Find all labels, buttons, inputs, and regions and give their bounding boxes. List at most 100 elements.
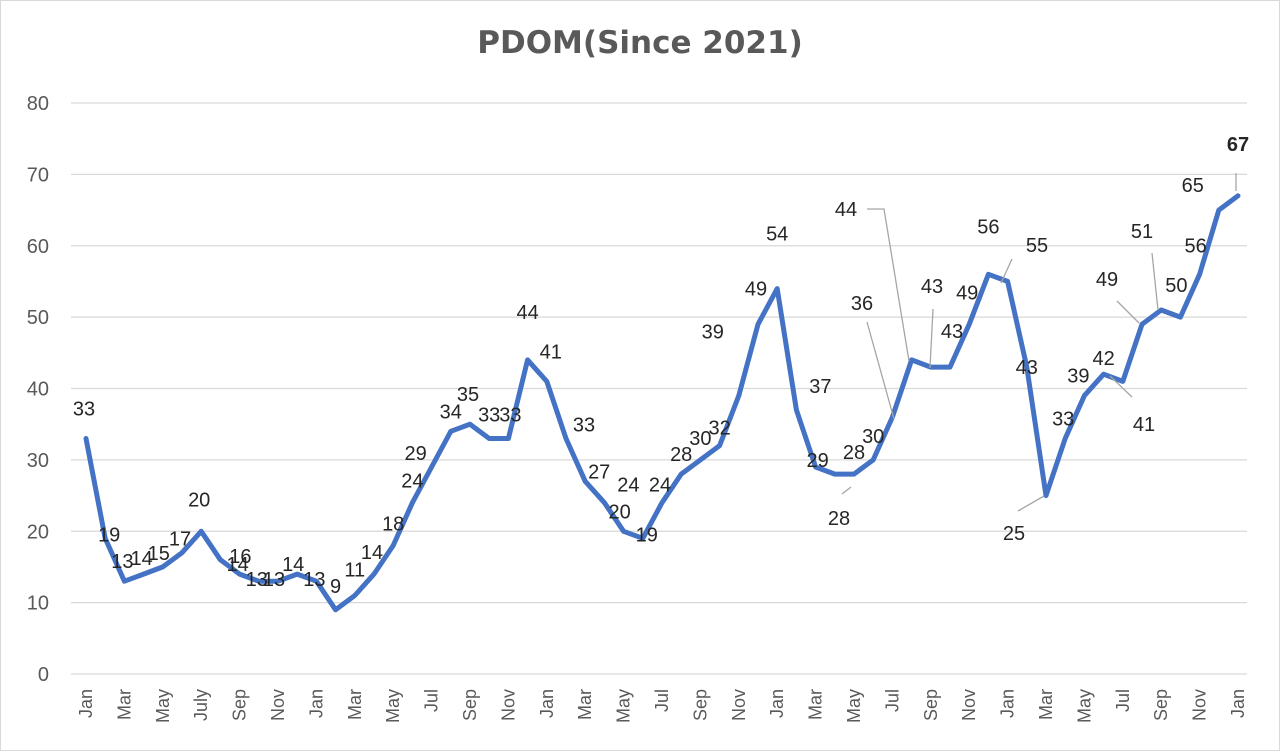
x-tick-label: Mar <box>114 689 134 720</box>
gridlines <box>71 102 1247 675</box>
x-tick-label: Jul <box>1113 689 1133 712</box>
data-label: 30 <box>689 428 711 450</box>
x-tick-label: Nov <box>959 689 979 721</box>
data-label: 43 <box>921 276 943 298</box>
data-label: 14 <box>361 542 383 564</box>
data-label: 33 <box>478 405 500 427</box>
data-label: 32 <box>708 418 730 440</box>
data-label: 25 <box>1003 523 1025 545</box>
y-tick-label: 30 <box>27 450 49 472</box>
x-tick-label: Jan <box>76 689 96 718</box>
x-tick-label: Mar <box>1036 689 1056 720</box>
x-tick-label: Sep <box>921 689 941 721</box>
x-tick-label: May <box>153 689 173 723</box>
x-tick-label: Jul <box>422 689 442 712</box>
data-label: 37 <box>809 376 831 398</box>
data-label: 49 <box>1096 269 1118 291</box>
data-label: 65 <box>1182 175 1204 197</box>
y-tick-label: 20 <box>27 521 49 543</box>
data-label: 14 <box>226 554 248 576</box>
y-tick-label: 70 <box>27 164 49 186</box>
data-label: 41 <box>540 341 562 363</box>
x-tick-label: May <box>614 689 634 723</box>
data-label: 24 <box>649 475 671 497</box>
data-label: 49 <box>956 282 978 304</box>
data-label: 43 <box>941 321 963 343</box>
leader-line <box>1116 300 1140 324</box>
x-tick-label: Sep <box>460 689 480 721</box>
data-label: 67 <box>1227 134 1249 156</box>
data-label: 56 <box>1184 235 1206 257</box>
data-label: 28 <box>828 508 850 530</box>
y-tick-label: 0 <box>38 664 49 686</box>
data-label: 20 <box>608 501 630 523</box>
data-label: 33 <box>573 415 595 437</box>
data-label: 24 <box>617 475 639 497</box>
data-label: 13 <box>111 551 133 573</box>
data-label: 44 <box>516 302 538 324</box>
x-tick-label: Sep <box>1151 689 1171 721</box>
x-tick-label: Nov <box>1190 689 1210 721</box>
x-tick-label: Jan <box>1228 689 1248 718</box>
data-label: 28 <box>670 444 692 466</box>
x-axis-tick-labels: Jan Mar May July Sep Nov Jan Mar May Jul Sep Nov Jan… <box>76 689 1248 723</box>
y-tick-label: 40 <box>27 379 49 401</box>
data-label: 35 <box>457 384 479 406</box>
x-tick-label: July <box>191 689 211 721</box>
data-label: 29 <box>806 450 828 472</box>
data-label: 18 <box>382 514 404 536</box>
x-tick-label: Jan <box>998 689 1018 718</box>
data-label: 43 <box>1016 357 1038 379</box>
x-tick-label: Nov <box>498 689 518 721</box>
series-line-pdom <box>83 193 1241 613</box>
y-tick-label: 10 <box>27 593 49 615</box>
data-label: 33 <box>73 399 95 421</box>
x-tick-label: May <box>1074 689 1094 723</box>
data-label: 11 <box>344 560 365 582</box>
leader-line <box>867 208 910 362</box>
data-label: 42 <box>1092 348 1114 370</box>
x-tick-label: May <box>383 689 403 723</box>
data-label: 51 <box>1131 221 1153 243</box>
data-label: 39 <box>702 322 724 344</box>
data-label: 17 <box>169 529 191 551</box>
data-label: 13 <box>263 569 285 591</box>
x-tick-label: Mar <box>345 689 365 720</box>
data-label: 20 <box>188 489 210 511</box>
x-tick-label: Mar <box>575 689 595 720</box>
leader-line <box>1000 258 1013 284</box>
leader-line <box>866 321 895 420</box>
data-label: 39 <box>1067 366 1089 388</box>
data-label: 14 <box>282 554 304 576</box>
data-label: 29 <box>404 443 426 465</box>
data-label: 27 <box>588 461 610 483</box>
data-label: 28 <box>843 442 865 464</box>
leader-line <box>929 308 934 369</box>
chart-title: PDOM(Since 2021) <box>477 25 803 61</box>
x-tick-label: May <box>844 689 864 723</box>
data-label: 9 <box>330 576 341 598</box>
y-axis-tick-labels: 0 10 20 30 40 50 60 70 80 <box>27 93 49 686</box>
data-label: 36 <box>851 293 873 315</box>
data-label: 54 <box>766 224 788 246</box>
leader-line <box>1017 495 1045 512</box>
data-label: 16 <box>229 546 251 568</box>
leader-line <box>1109 375 1133 398</box>
data-label: 13 <box>246 569 268 591</box>
x-tick-label: Sep <box>230 689 250 721</box>
data-label: 49 <box>745 278 767 300</box>
y-tick-label: 80 <box>27 93 49 115</box>
data-label: 30 <box>862 426 884 448</box>
x-tick-label: Nov <box>268 689 288 721</box>
x-tick-label: Jan <box>767 689 787 718</box>
x-tick-label: Nov <box>729 689 749 721</box>
data-label: 33 <box>499 405 521 427</box>
data-label: 34 <box>440 401 462 423</box>
data-label: 14 <box>130 548 152 570</box>
leader-lines <box>841 173 1237 512</box>
data-label: 41 <box>1133 414 1155 436</box>
x-tick-label: Sep <box>690 689 710 721</box>
